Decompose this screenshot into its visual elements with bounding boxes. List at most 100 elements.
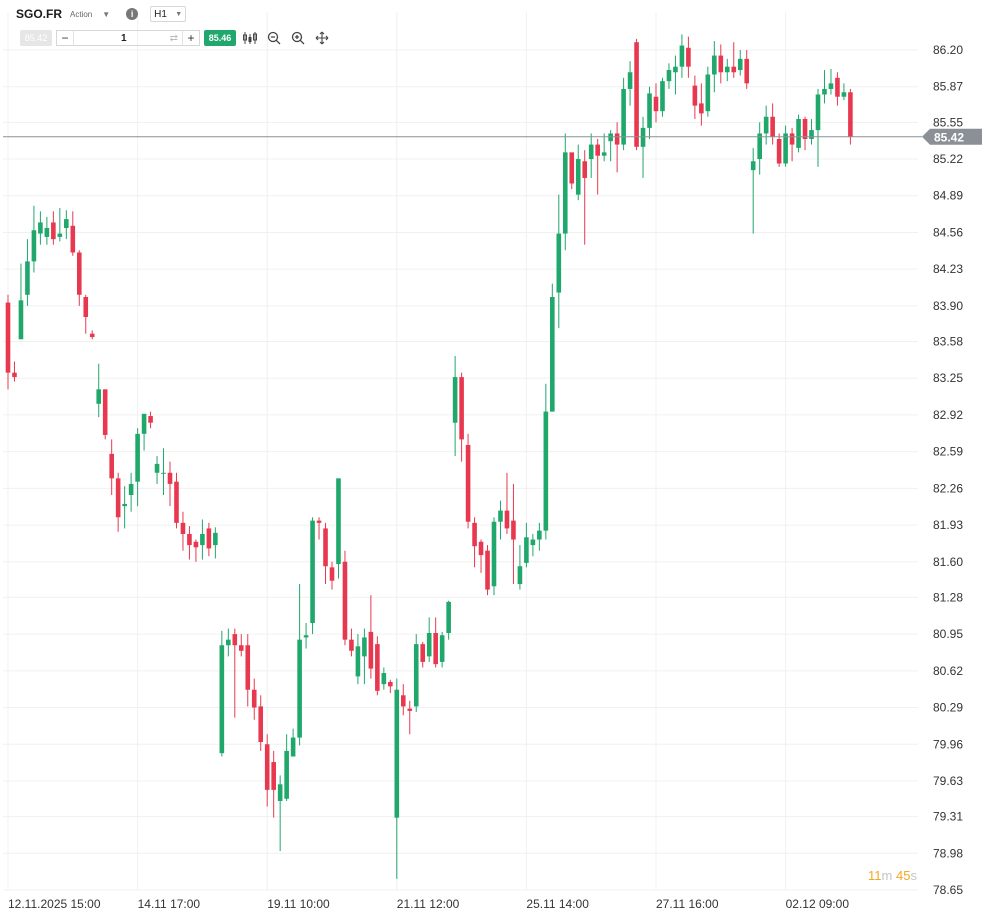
info-icon[interactable]: i — [126, 8, 139, 20]
candle[interactable] — [478, 539, 484, 573]
candle[interactable] — [362, 628, 367, 685]
candle[interactable] — [154, 456, 160, 484]
candle[interactable] — [575, 144, 581, 201]
candle[interactable] — [284, 734, 289, 801]
quantity-stepper[interactable]: − 1 ⇄ + — [56, 30, 200, 46]
candle[interactable] — [699, 83, 704, 126]
candle[interactable] — [76, 250, 82, 306]
candle[interactable] — [323, 522, 328, 585]
candle[interactable] — [550, 283, 555, 412]
candle[interactable] — [595, 139, 600, 195]
candle[interactable] — [277, 775, 283, 852]
candle[interactable] — [368, 595, 374, 679]
candle[interactable] — [141, 413, 147, 451]
candle[interactable] — [161, 448, 166, 496]
candle[interactable] — [835, 72, 840, 106]
candle[interactable] — [316, 517, 322, 540]
candle[interactable] — [439, 631, 445, 668]
candle[interactable] — [115, 472, 121, 532]
candle[interactable] — [38, 211, 43, 245]
candle[interactable] — [349, 628, 354, 657]
candle[interactable] — [608, 130, 613, 162]
candle[interactable] — [180, 511, 186, 551]
candle[interactable] — [219, 630, 225, 757]
candle[interactable] — [70, 211, 76, 256]
candle[interactable] — [673, 55, 678, 95]
symbol-label[interactable]: SGO.FR — [16, 7, 63, 21]
candle[interactable] — [530, 533, 536, 557]
symbol-dropdown-chevron-icon[interactable]: ▼ — [102, 9, 111, 19]
candle[interactable] — [686, 36, 691, 78]
candle[interactable] — [485, 545, 490, 596]
candle[interactable] — [783, 125, 788, 167]
candle[interactable] — [712, 41, 717, 93]
candle[interactable] — [226, 628, 231, 657]
candle[interactable] — [135, 428, 140, 507]
candle[interactable] — [491, 517, 497, 596]
candle[interactable] — [789, 127, 795, 162]
candle[interactable] — [472, 517, 477, 568]
candle[interactable] — [336, 478, 341, 579]
candle[interactable] — [666, 63, 672, 89]
candle[interactable] — [375, 636, 380, 696]
candle[interactable] — [251, 678, 257, 720]
candle[interactable] — [776, 133, 782, 167]
candle[interactable] — [809, 118, 814, 145]
zoom-out-icon[interactable] — [264, 29, 284, 47]
candle[interactable] — [543, 383, 549, 540]
candle[interactable] — [660, 77, 665, 117]
candle[interactable] — [426, 617, 432, 662]
candle[interactable] — [511, 483, 516, 585]
candle[interactable] — [459, 372, 464, 462]
candle[interactable] — [433, 617, 438, 668]
candle[interactable] — [802, 116, 808, 151]
increase-quantity-button[interactable]: + — [187, 31, 195, 45]
candle[interactable] — [601, 133, 607, 162]
candle[interactable] — [744, 50, 750, 89]
candle[interactable] — [737, 50, 743, 76]
candle[interactable] — [420, 641, 426, 668]
candle[interactable] — [718, 44, 724, 84]
candle[interactable] — [634, 38, 639, 151]
candle[interactable] — [342, 550, 348, 646]
candle[interactable] — [96, 363, 102, 418]
candle[interactable] — [562, 133, 568, 251]
candle[interactable] — [89, 330, 95, 340]
candle[interactable] — [238, 634, 244, 657]
candle[interactable] — [582, 150, 588, 245]
candle[interactable] — [297, 584, 302, 746]
candle[interactable] — [446, 600, 451, 640]
candle[interactable] — [232, 628, 238, 718]
timeframe-select[interactable]: H1 ▼ — [150, 6, 187, 22]
candle[interactable] — [51, 211, 56, 245]
candle[interactable] — [465, 433, 471, 529]
candle[interactable] — [621, 77, 626, 151]
candle[interactable] — [310, 517, 315, 635]
candle[interactable] — [148, 411, 153, 429]
candle[interactable] — [627, 61, 633, 106]
candle[interactable] — [381, 667, 387, 690]
candle[interactable] — [750, 147, 756, 234]
candle[interactable] — [329, 561, 335, 590]
candle[interactable] — [122, 486, 127, 529]
candle[interactable] — [167, 461, 173, 507]
candle[interactable] — [290, 728, 296, 757]
candle[interactable] — [25, 239, 30, 306]
candle[interactable] — [796, 114, 801, 153]
candle[interactable] — [757, 122, 762, 175]
candle[interactable] — [245, 634, 251, 707]
candlestick-type-icon[interactable] — [240, 29, 260, 47]
candle[interactable] — [848, 88, 853, 145]
candle[interactable] — [64, 210, 69, 240]
candle[interactable] — [57, 207, 63, 242]
candle[interactable] — [653, 83, 659, 123]
candle[interactable] — [5, 294, 11, 390]
swap-icon[interactable]: ⇄ — [169, 32, 178, 44]
candle[interactable] — [724, 58, 730, 82]
candle[interactable] — [770, 103, 775, 145]
candle[interactable] — [258, 695, 264, 751]
candle[interactable] — [692, 75, 698, 119]
candle[interactable] — [388, 679, 393, 694]
candle[interactable] — [31, 205, 37, 273]
